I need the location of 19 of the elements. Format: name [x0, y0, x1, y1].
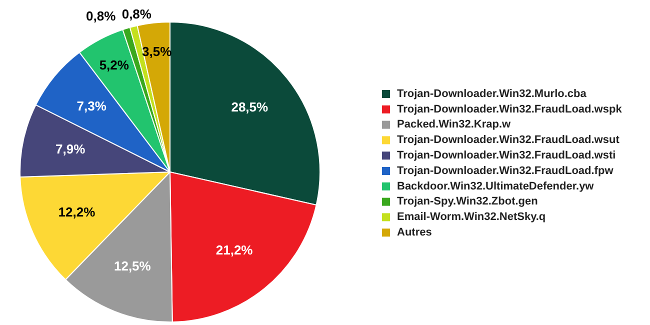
legend-label: Trojan-Downloader.Win32.FraudLoad.fpw — [397, 164, 614, 177]
data-label: 12,5% — [114, 258, 152, 274]
data-label: 7,3% — [76, 98, 107, 114]
legend-label: Trojan-Downloader.Win32.FraudLoad.wsut — [397, 134, 620, 146]
data-label: 28,5% — [231, 100, 269, 115]
legend-label: Autres — [397, 226, 432, 239]
data-label: 12,2% — [58, 204, 96, 220]
legend-label: Trojan-Downloader.Win32.FraudLoad.wspk — [397, 103, 623, 116]
legend-label: Trojan-Spy.Win32.Zbot.gen — [397, 196, 538, 208]
legend-label: Backdoor.Win32.UltimateDefender.yw — [397, 180, 594, 192]
data-label: 7,9% — [56, 142, 86, 157]
data-label: 0,8% — [122, 6, 152, 22]
data-label: 5,2% — [99, 57, 130, 72]
data-label: 21,2% — [216, 242, 254, 258]
legend-label: Trojan-Downloader.Win32.Murlo.cba — [397, 88, 588, 100]
legend-label: Trojan-Downloader.Win32.FraudLoad.wsti — [397, 150, 616, 162]
data-label: 0,8% — [86, 8, 116, 24]
legend-label: Email-Worm.Win32.NetSky.q — [397, 211, 546, 224]
legend-label: Packed.Win32.Krap.w — [397, 118, 512, 131]
